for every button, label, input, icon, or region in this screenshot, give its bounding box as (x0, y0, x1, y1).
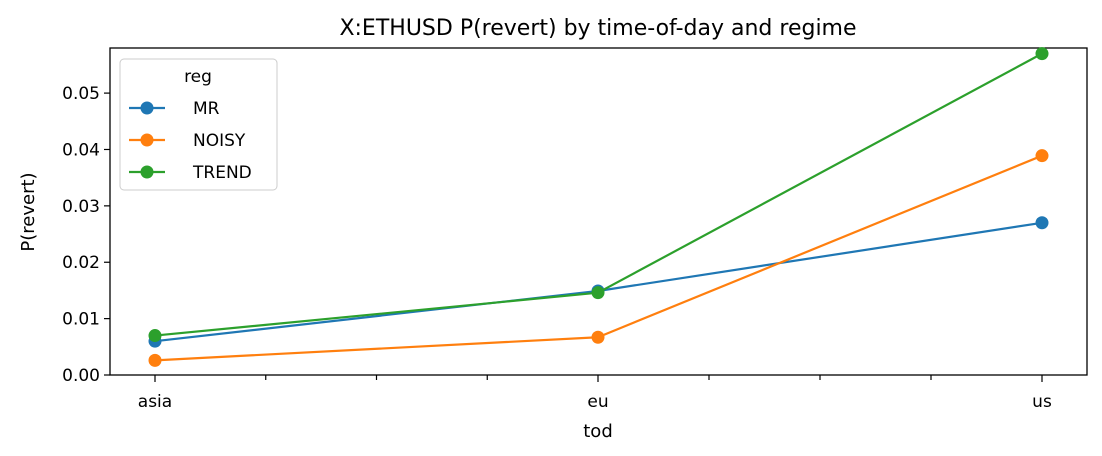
legend-entries: MR NOISY TREND (129, 99, 252, 183)
y-axis-label: P(revert) (18, 172, 39, 251)
legend-label-trend: TREND (192, 163, 252, 183)
legend-marker-mr (140, 101, 154, 115)
y-tick-label: 0.04 (62, 140, 100, 160)
y-tick-label: 0.00 (62, 366, 100, 386)
x-tick-label: asia (138, 392, 172, 412)
legend-marker-trend (140, 165, 154, 179)
legend: reg MR NOISY TREND (119, 58, 278, 191)
x-tick-label: us (1032, 392, 1052, 412)
data-point-noisy (591, 330, 605, 344)
x-tick-label: eu (587, 392, 608, 412)
x-axis-label: tod (583, 421, 613, 442)
data-point-noisy (1035, 149, 1049, 163)
data-point-trend (148, 329, 162, 343)
legend-title: reg (184, 67, 212, 87)
y-tick-label: 0.01 (62, 310, 100, 330)
data-point-trend (591, 286, 605, 300)
series-line-noisy (154, 154, 1043, 362)
legend-label-mr: MR (193, 99, 220, 119)
data-point-trend (1035, 47, 1049, 61)
y-tick-label: 0.05 (62, 84, 100, 104)
legend-marker-noisy (140, 133, 154, 147)
legend-box (119, 58, 278, 191)
chart-title: X:ETHUSD P(revert) by time-of-day and re… (339, 16, 856, 41)
data-point-mr (1035, 216, 1049, 230)
legend-label-noisy: NOISY (193, 131, 246, 151)
series-layer (148, 47, 1049, 367)
y-tick-label: 0.03 (62, 197, 100, 217)
y-axis: 0.00 0.01 0.02 0.03 0.04 0.05 (62, 84, 110, 386)
x-axis: asia eu us (138, 375, 1052, 412)
data-point-noisy (148, 353, 162, 367)
y-tick-label: 0.02 (62, 253, 100, 273)
